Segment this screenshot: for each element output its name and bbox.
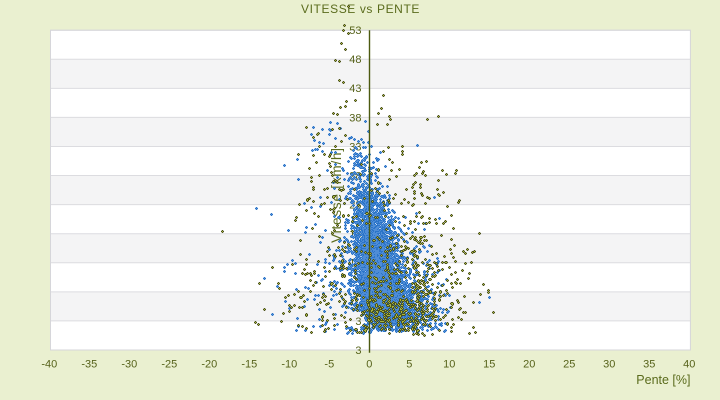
svg-text:-10: -10 [281, 359, 297, 371]
svg-text:Pente [%]: Pente [%] [636, 373, 690, 387]
svg-text:35: 35 [643, 359, 655, 371]
svg-text:-30: -30 [121, 359, 137, 371]
svg-text:38: 38 [349, 112, 361, 124]
svg-text:40: 40 [683, 359, 695, 371]
svg-text:15: 15 [483, 359, 495, 371]
svg-text:30: 30 [603, 359, 615, 371]
svg-text:-35: -35 [81, 359, 97, 371]
svg-text:20: 20 [523, 359, 535, 371]
svg-text:-15: -15 [241, 359, 257, 371]
svg-text:25: 25 [563, 359, 575, 371]
svg-text:-20: -20 [201, 359, 217, 371]
svg-text:VITESSE vs PENTE: VITESSE vs PENTE [301, 2, 420, 16]
svg-text:10: 10 [443, 359, 455, 371]
svg-text:3: 3 [355, 316, 361, 328]
svg-text:-5: -5 [324, 359, 334, 371]
svg-text:Vitesse [km/h]: Vitesse [km/h] [329, 147, 344, 243]
svg-text:53: 53 [349, 25, 361, 37]
svg-text:-40: -40 [41, 359, 57, 371]
svg-text:43: 43 [349, 83, 361, 95]
svg-text:48: 48 [349, 54, 361, 66]
svg-text:3: 3 [355, 345, 361, 357]
svg-text:0: 0 [366, 359, 372, 371]
svg-text:-25: -25 [161, 359, 177, 371]
svg-text:5: 5 [406, 359, 412, 371]
